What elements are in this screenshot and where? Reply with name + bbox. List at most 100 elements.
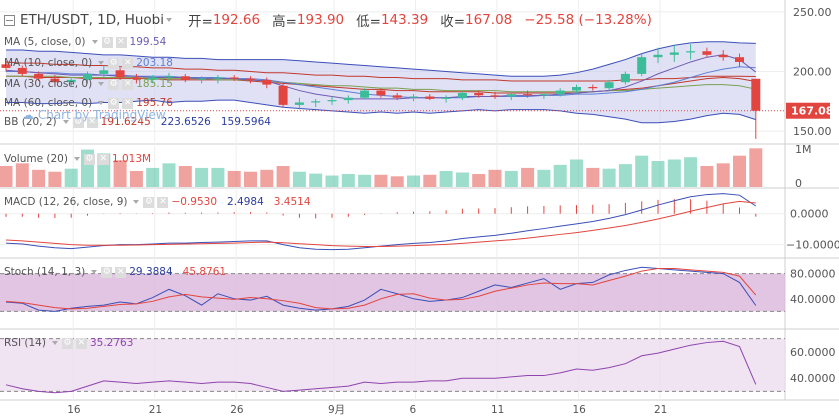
candle-body	[686, 51, 696, 53]
bb-name: BB (20, 2)	[4, 116, 57, 128]
volume-value: 1.013M	[111, 153, 152, 165]
close-icon[interactable]: ✕	[75, 337, 87, 349]
close-icon[interactable]: ✕	[122, 97, 134, 109]
volume-bar	[749, 148, 763, 187]
ma5-value: 199.54	[129, 36, 167, 48]
symbol-title[interactable]: ETH/USDT, 1D, Huobi	[20, 12, 165, 28]
candle-body	[327, 100, 337, 102]
price-tick-label: 150.00	[793, 125, 832, 138]
low-label: 低=	[356, 14, 381, 30]
time-tick-label: 21	[654, 404, 667, 416]
chevron-down-icon[interactable]	[62, 120, 69, 124]
close-icon[interactable]: ✕	[157, 196, 169, 208]
chevron-down-icon[interactable]	[51, 341, 58, 345]
ma5-line	[5, 54, 757, 100]
candle-body	[604, 82, 614, 89]
candle-body	[702, 51, 712, 55]
gear-icon[interactable]: ⚙	[72, 116, 84, 128]
gear-icon[interactable]: ⚙	[101, 36, 113, 48]
volume-bar	[553, 164, 567, 187]
bb-basis-value: 191.6245	[100, 116, 151, 128]
candle-body	[34, 73, 44, 79]
candle-body	[197, 78, 207, 80]
volume-bar	[439, 170, 453, 187]
chevron-down-icon[interactable]	[91, 40, 98, 44]
volume-bar	[570, 159, 583, 187]
bollinger-band-fill	[6, 41, 756, 123]
close-icon[interactable]: ✕	[86, 116, 98, 128]
gear-icon[interactable]: ⚙	[83, 153, 95, 165]
volume-legend[interactable]: Volume (20) ⚙ ✕ 1.013M	[4, 153, 161, 165]
stoch-legend[interactable]: Stoch (14, 1, 3) ⚙ ✕ 29.3884 45.8761	[4, 266, 236, 278]
candle-body	[474, 92, 484, 96]
candle-body	[66, 79, 76, 83]
volume-bar	[146, 167, 160, 187]
candle-body	[311, 101, 321, 103]
chart-header: ETH/USDT, 1D, Huobi 开= 192.66 高= 193.90 低=…	[4, 10, 652, 30]
rsi-value: 35.2763	[89, 337, 134, 349]
close-value: 167.08	[465, 12, 513, 28]
ma60-legend[interactable]: MA (60, close, 0) ⚙ ✕ 195.76	[4, 97, 183, 109]
close-icon[interactable]: ✕	[97, 153, 109, 165]
close-icon[interactable]: ✕	[115, 266, 127, 278]
gear-icon[interactable]: ⚙	[101, 266, 113, 278]
bb-upper-value: 223.6526	[160, 116, 211, 128]
bollinger-upper-line	[6, 41, 756, 77]
ma10-legend[interactable]: MA (10, close, 0) ⚙ ✕ 203.18	[4, 57, 183, 69]
gear-icon[interactable]: ⚙	[61, 337, 73, 349]
volume-bar	[276, 166, 290, 187]
chevron-down-icon[interactable]	[73, 157, 80, 161]
candle-body	[735, 57, 744, 62]
candle-body	[343, 97, 353, 101]
collapse-icon[interactable]	[4, 14, 15, 26]
ma60-value: 195.76	[136, 97, 173, 109]
bb-lower-value: 159.5964	[220, 116, 271, 128]
chevron-down-icon[interactable]	[166, 18, 173, 22]
volume-bar	[521, 167, 535, 187]
stoch-d-line	[5, 268, 757, 310]
ma30-value: 185.15	[136, 78, 173, 90]
candle-body	[457, 92, 467, 98]
rsi-legend[interactable]: RSI (14) ⚙ ✕ 35.2763	[4, 337, 143, 349]
chevron-down-icon[interactable]	[133, 200, 140, 204]
volume-bar	[129, 170, 143, 187]
gear-icon[interactable]: ⚙	[108, 78, 120, 90]
ma60-name: MA (60, close, 0)	[4, 97, 93, 109]
price-tick-label: 250.00	[793, 6, 832, 19]
macd-hist-value: −0.9530	[171, 196, 218, 208]
chevron-down-icon[interactable]	[98, 61, 105, 65]
candle-body	[490, 95, 500, 97]
close-icon[interactable]: ✕	[115, 36, 127, 48]
volume-bar	[537, 169, 551, 187]
tradingview-watermark[interactable]: ☁ Chart by TradingView	[22, 108, 166, 122]
ma30-legend[interactable]: MA (30, close, 0) ⚙ ✕ 185.15	[4, 78, 183, 90]
ma10-name: MA (10, close, 0)	[4, 57, 93, 69]
candle-body	[751, 78, 761, 111]
gear-icon[interactable]: ⚙	[108, 97, 120, 109]
ma10-value: 203.18	[136, 57, 173, 69]
volume-bar	[32, 169, 46, 187]
candle-body	[392, 95, 402, 98]
ma5-legend[interactable]: MA (5, close, 0) ⚙ ✕ 199.54	[4, 36, 176, 48]
candle-body	[83, 73, 92, 80]
volume-bar	[227, 170, 241, 187]
gear-icon[interactable]: ⚙	[143, 196, 155, 208]
volume-bar	[488, 169, 502, 187]
macd-legend[interactable]: MACD (12, 26, close, 9) ⚙ ✕ −0.9530 2.498…	[4, 196, 321, 208]
chevron-down-icon[interactable]	[98, 82, 105, 86]
time-tick-label: 16	[67, 404, 81, 416]
bb-legend[interactable]: BB (20, 2) ⚙ ✕ 191.6245 223.6526 159.5964	[4, 116, 281, 128]
chevron-down-icon[interactable]	[91, 270, 98, 274]
stoch-tick-label: 80.0000	[790, 268, 836, 281]
macd-value: 2.4984	[227, 196, 264, 208]
close-icon[interactable]: ✕	[122, 78, 134, 90]
close-icon[interactable]: ✕	[122, 57, 134, 69]
time-tick-label: 9月	[328, 404, 345, 416]
volume-bar	[504, 170, 518, 187]
candle-body	[213, 77, 223, 79]
gear-icon[interactable]: ⚙	[108, 57, 120, 69]
macd-signal-value: 3.4514	[273, 196, 311, 208]
chevron-down-icon[interactable]	[98, 101, 105, 105]
candle-body	[637, 57, 647, 74]
